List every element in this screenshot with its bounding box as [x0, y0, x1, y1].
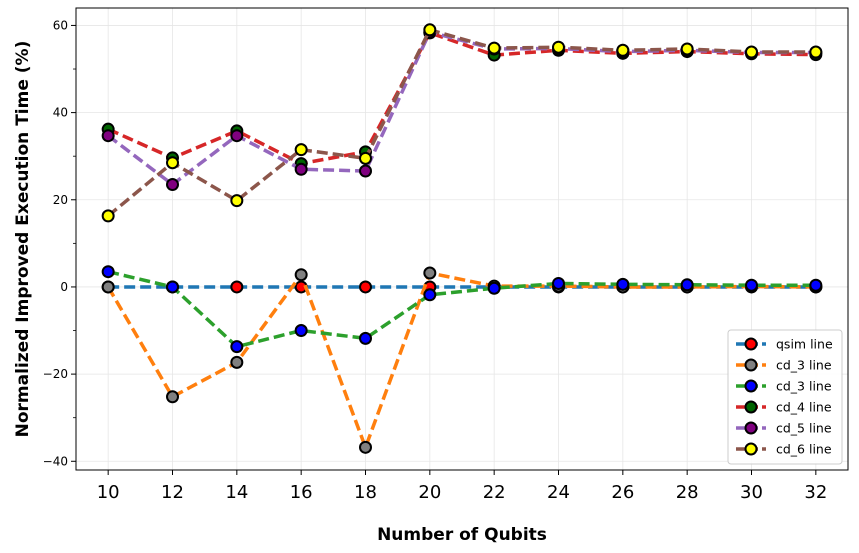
x-tick-label: 24	[547, 482, 570, 503]
legend-swatch-marker	[744, 379, 758, 393]
y-tick-label: −20	[43, 367, 68, 381]
data-point	[745, 278, 758, 292]
legend-item: cd_6 line	[736, 442, 832, 457]
data-point	[294, 324, 308, 338]
x-tick-label: 10	[97, 482, 120, 503]
data-point	[552, 276, 565, 290]
legend-item: qsim line	[736, 337, 833, 352]
data-point	[230, 280, 244, 294]
plot-frame	[75, 7, 849, 471]
x-tick-label: 20	[418, 482, 441, 503]
series-line	[107, 27, 816, 218]
legend-label: cd_4 line	[776, 400, 832, 415]
legend-label: cd_5 line	[776, 421, 832, 436]
data-point	[423, 288, 437, 302]
series-line	[107, 269, 816, 349]
x-tick-label: 18	[354, 482, 377, 503]
data-point	[294, 162, 308, 176]
series-line	[107, 29, 816, 187]
series-layer	[101, 23, 823, 454]
data-point	[552, 40, 565, 54]
x-axis: 10 12 14 16 18 20 22 24 26 28 30 32	[97, 470, 827, 503]
series-4	[101, 25, 823, 192]
data-point	[166, 390, 179, 404]
data-point	[166, 156, 179, 170]
data-point	[101, 280, 115, 294]
legend-label: qsim line	[776, 337, 833, 352]
data-point	[680, 278, 694, 292]
legend: qsim line cd_3 line cd_3 line cd_4 line cd_5…	[727, 329, 843, 465]
x-tick-label: 30	[740, 482, 763, 503]
data-point	[616, 277, 630, 291]
data-point	[294, 143, 308, 157]
series-line	[107, 30, 816, 166]
data-point	[359, 151, 372, 165]
data-point	[745, 45, 758, 59]
legend-label: cd_3 line	[776, 379, 832, 394]
data-point	[101, 265, 115, 279]
series-1	[101, 266, 823, 454]
y-tick-label: −40	[43, 454, 68, 468]
x-tick-label: 14	[225, 482, 248, 503]
data-point	[359, 331, 372, 345]
legend-swatch-marker	[744, 358, 758, 372]
data-point	[166, 280, 179, 294]
series-line	[106, 270, 816, 453]
data-point	[359, 164, 372, 178]
series-3	[101, 26, 823, 171]
data-point	[423, 23, 437, 37]
x-tick-label: 28	[676, 482, 699, 503]
data-point	[166, 178, 179, 192]
y-axis: −40 −20 0 20 40 60	[43, 18, 76, 468]
x-tick-label: 12	[161, 482, 184, 503]
data-point	[230, 129, 244, 143]
x-axis-title: Number of Qubits	[377, 525, 547, 545]
data-point	[101, 209, 115, 223]
data-point	[230, 194, 244, 208]
series-2	[101, 265, 823, 354]
data-point	[359, 280, 372, 294]
data-point	[230, 340, 244, 354]
data-point	[294, 268, 308, 282]
data-point	[423, 266, 437, 280]
data-point	[101, 129, 115, 143]
y-tick-label: 20	[53, 193, 68, 207]
legend-label: cd_6 line	[776, 442, 832, 457]
legend-item: cd_3 line	[736, 379, 832, 394]
legend-swatch-marker	[744, 442, 758, 456]
series-5	[101, 23, 823, 223]
legend-swatch-marker	[744, 421, 758, 435]
legend-item: cd_4 line	[736, 400, 832, 415]
legend-label: cd_3 line	[776, 358, 832, 373]
grid-lines	[76, 8, 848, 470]
x-tick-label: 16	[290, 482, 313, 503]
data-point	[487, 281, 501, 295]
x-tick-label: 22	[483, 482, 506, 503]
data-point	[680, 42, 694, 56]
y-tick-label: 60	[53, 18, 68, 32]
data-point	[809, 278, 823, 292]
data-point	[487, 41, 501, 55]
data-point	[809, 45, 823, 59]
legend-item: cd_3 line	[736, 358, 832, 373]
legend-swatch-marker	[744, 337, 758, 351]
legend-swatch-marker	[744, 400, 758, 414]
y-axis-title: Normalized Improved Execution Time (%)	[13, 41, 33, 438]
y-tick-label: 40	[53, 106, 68, 120]
data-point	[359, 440, 372, 454]
y-tick-label: 0	[60, 280, 68, 294]
x-tick-label: 26	[611, 482, 634, 503]
legend-item: cd_5 line	[736, 421, 832, 436]
data-point	[616, 43, 630, 57]
data-point	[230, 355, 244, 369]
x-tick-label: 32	[804, 482, 827, 503]
